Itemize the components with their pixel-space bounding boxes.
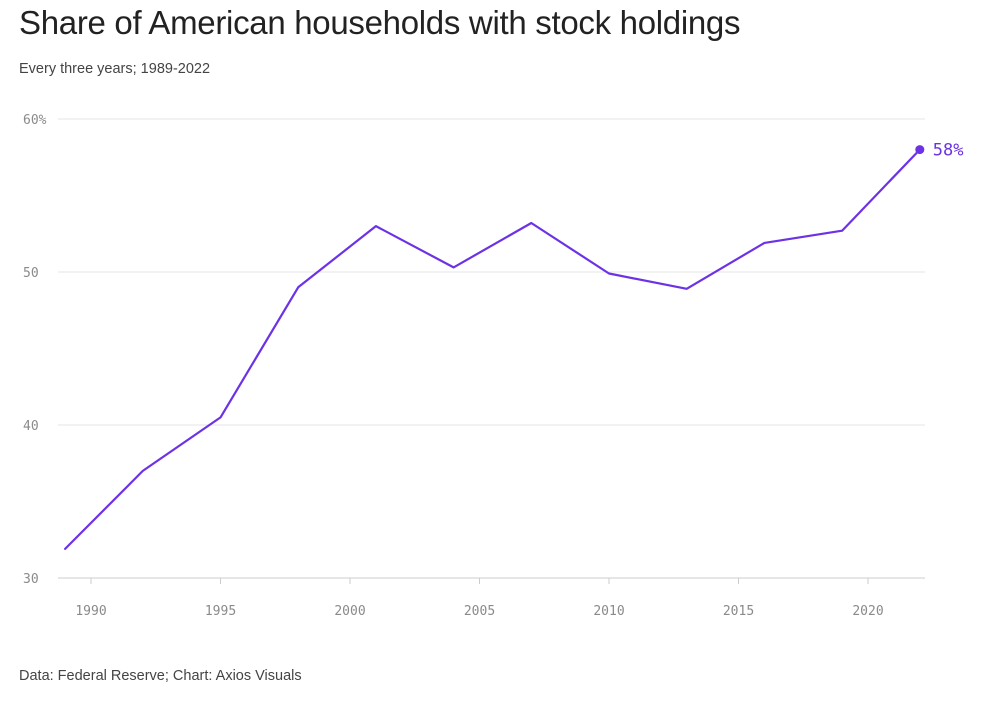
y-tick-label: 40	[23, 419, 39, 434]
x-tick-label: 2020	[852, 604, 883, 619]
endpoint-marker	[915, 145, 925, 155]
x-axis: 1990 1995 2000 2005 2010 2015 2020	[58, 577, 925, 619]
x-tick-label: 2000	[334, 604, 365, 619]
series-line	[63, 148, 921, 551]
y-tick-label: 50	[23, 266, 39, 281]
chart-title: Share of American households with stock …	[19, 4, 741, 41]
x-tick-label: 1995	[205, 604, 236, 619]
y-axis-labels: 30 40 50 60%	[23, 113, 47, 587]
chart-subtitle: Every three years; 1989-2022	[19, 61, 211, 77]
y-tick-label: 30	[23, 572, 39, 587]
x-tick-label: 2015	[723, 604, 754, 619]
line-chart: 1990 1995 2000 2005 2010 2015 2020 30 40 50 60% 5…	[23, 113, 964, 619]
series-layer	[63, 148, 921, 551]
x-tick-label: 2010	[593, 604, 624, 619]
gridlines	[58, 118, 925, 426]
x-tick-label: 1990	[75, 604, 106, 619]
endpoint-label: 58%	[933, 141, 964, 161]
y-tick-label: 60%	[23, 113, 47, 128]
annotation-layer: 58%	[915, 141, 964, 161]
x-tick-label: 2005	[464, 604, 495, 619]
source-note: Data: Federal Reserve; Chart: Axios Visu…	[19, 668, 302, 684]
